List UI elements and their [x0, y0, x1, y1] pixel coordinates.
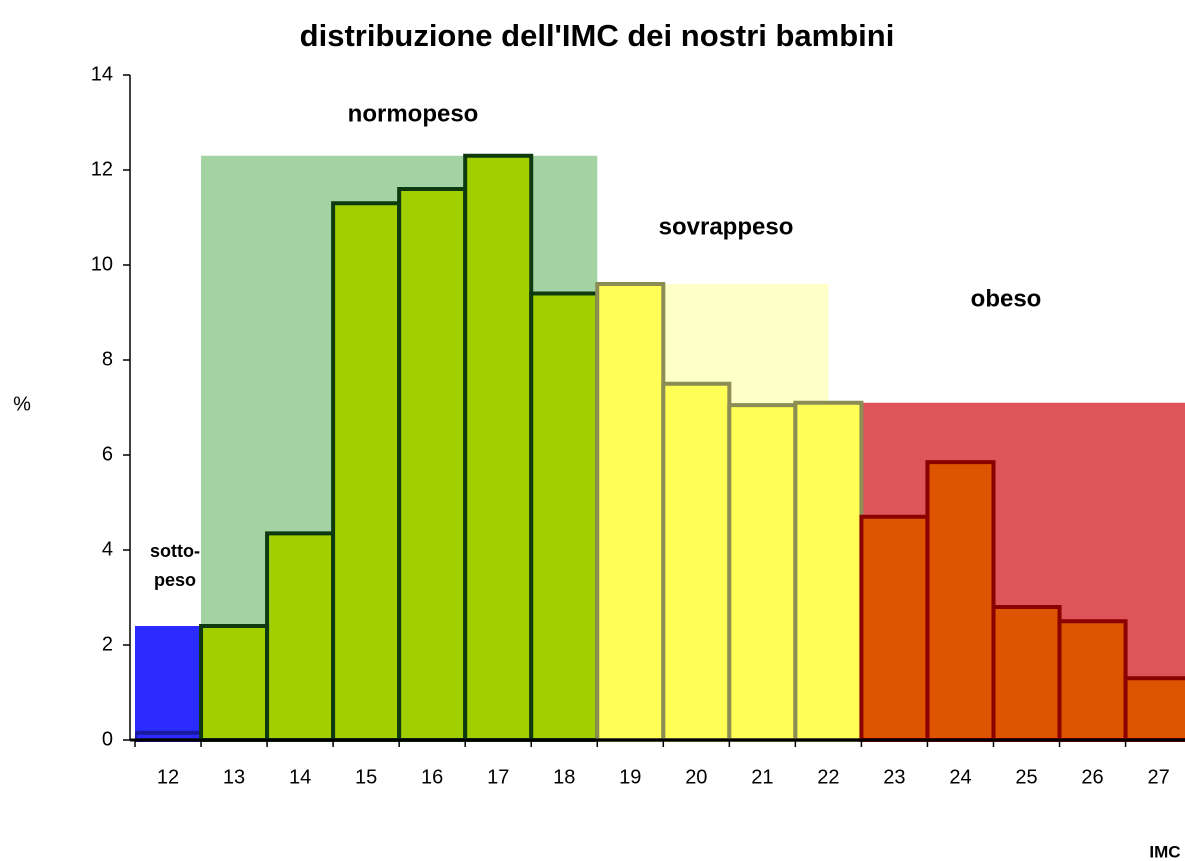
x-tick-label: 18	[553, 766, 575, 788]
x-tick-label: 24	[949, 766, 971, 788]
bar	[265, 531, 336, 742]
bar	[727, 403, 798, 742]
zone-label: sotto-	[150, 541, 200, 561]
zone-band	[135, 626, 202, 740]
x-tick-label: 14	[289, 766, 311, 788]
x-tick-label: 13	[223, 766, 245, 788]
x-tick-label: 19	[619, 766, 641, 788]
bar	[331, 201, 402, 742]
y-tick-label: 12	[91, 158, 113, 180]
bar	[199, 624, 270, 742]
y-tick-label: 0	[102, 728, 113, 750]
y-tick-label: 10	[91, 253, 113, 275]
bar	[925, 460, 996, 742]
chart-title: distribuzione dell'IMC dei nostri bambin…	[300, 18, 895, 53]
y-tick-label: 2	[102, 633, 113, 655]
x-tick-label: 17	[487, 766, 509, 788]
y-tick-label: 6	[102, 443, 113, 465]
x-tick-label: 27	[1147, 766, 1169, 788]
zone-label: peso	[154, 570, 196, 590]
y-tick-label: 4	[102, 538, 113, 560]
x-tick-label: 12	[157, 766, 179, 788]
bar	[595, 282, 666, 742]
x-tick-label: 22	[817, 766, 839, 788]
zone-label: normopeso	[348, 100, 479, 127]
x-tick-label: 23	[883, 766, 905, 788]
bar	[1123, 676, 1185, 742]
bar	[991, 605, 1062, 742]
zone-label: sovrappeso	[659, 213, 794, 240]
bar	[859, 514, 930, 742]
bar	[661, 381, 732, 742]
bar	[397, 187, 468, 742]
y-axis-label: %	[13, 393, 31, 415]
x-tick-label: 20	[685, 766, 707, 788]
x-tick-label: 25	[1015, 766, 1037, 788]
bar	[1057, 619, 1128, 742]
zone-label: obeso	[971, 285, 1042, 312]
x-tick-label: 26	[1081, 766, 1103, 788]
x-tick-label: 16	[421, 766, 443, 788]
bars	[135, 153, 1185, 742]
x-tick-label: 21	[751, 766, 773, 788]
bar	[529, 291, 600, 742]
y-tick-label: 8	[102, 348, 113, 370]
y-tick-label: 14	[91, 63, 113, 85]
x-axis-label: IMC	[1149, 842, 1180, 861]
x-tick-label: 15	[355, 766, 377, 788]
bar	[793, 400, 864, 742]
bar	[463, 153, 534, 742]
